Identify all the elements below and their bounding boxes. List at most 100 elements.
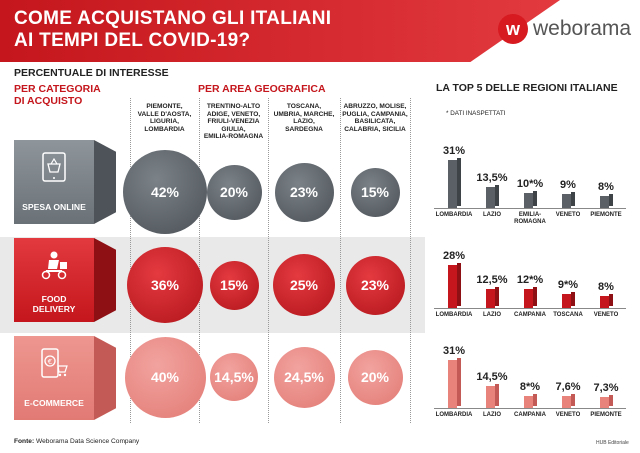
- bar-front: [562, 396, 571, 408]
- chart-bar: [448, 263, 461, 308]
- note-text: * DATI INASPETTATI: [446, 110, 506, 117]
- area-header-line: BASILICATA,: [354, 118, 396, 126]
- bar-value-label: 8*%: [519, 381, 541, 393]
- divider: [130, 98, 131, 423]
- bar-value-label: 13,5%: [476, 172, 508, 184]
- divider: [199, 98, 200, 423]
- per-categoria-heading: PER CATEGORIA DI ACQUISTO: [14, 83, 101, 107]
- percentage-bubble: 42%: [123, 150, 207, 234]
- chart-bar: [600, 294, 613, 308]
- category-label: FOOD DELIVERY: [14, 294, 94, 314]
- category-label-line: SPESA ONLINE: [22, 202, 86, 212]
- category-front: [14, 140, 94, 224]
- category-block: FOOD DELIVERY: [14, 238, 116, 322]
- bar-front: [486, 386, 495, 408]
- bar-value-label: 8%: [598, 181, 614, 193]
- title-line-2: AI TEMPI DEL COVID-19?: [14, 30, 251, 51]
- percentage-bubble: 15%: [209, 260, 259, 310]
- percentage-bubble: 36%: [127, 247, 203, 323]
- chart-bar: [600, 194, 613, 208]
- chart-bar: [486, 185, 499, 208]
- bar-front: [486, 187, 495, 208]
- area-header-line: VALLE D'AOSTA,: [137, 110, 192, 118]
- shopping-basket-icon: [40, 152, 68, 182]
- chart-baseline: [434, 208, 626, 209]
- area-header-line: PIEMONTE,: [146, 103, 183, 110]
- region-label: LAZIO: [483, 412, 501, 418]
- bar-side: [609, 395, 613, 406]
- bar-value-label: 31%: [442, 145, 466, 157]
- category-front: [14, 336, 94, 420]
- category-side: [94, 238, 116, 322]
- bar-value-label: 12*%: [516, 274, 544, 286]
- bar-front: [562, 294, 571, 308]
- area-header-line: CALABRIA, SICILIA: [344, 125, 406, 133]
- bar-value-label: 12,5%: [476, 274, 508, 286]
- logo-mark: w: [498, 14, 528, 44]
- region-label: LOMBARDIA: [435, 312, 473, 318]
- category-label-line: E-COMMERCE: [24, 398, 84, 408]
- category-label: E-COMMERCE: [14, 398, 94, 408]
- bar-value-label: 7,3%: [593, 382, 619, 394]
- chart-bar: [486, 287, 499, 308]
- area-header-line: PUGLIA, CAMPANIA,: [342, 110, 408, 118]
- chart-baseline: [434, 308, 626, 309]
- chart-bar: [524, 394, 537, 408]
- bar-side: [457, 158, 461, 206]
- bar-front: [448, 360, 457, 408]
- area-header-line: SARDEGNA: [285, 125, 323, 133]
- per-area-heading: PER AREA GEOGRAFICA: [198, 83, 326, 95]
- bar-side: [457, 358, 461, 406]
- category-block: SPESA ONLINE: [14, 140, 116, 224]
- delivery-scooter-icon: [40, 250, 68, 280]
- percentage-bubble: 15%: [350, 167, 400, 217]
- chart-bar: [562, 192, 575, 208]
- area-header-line: ADIGE, VENETO,: [206, 110, 261, 118]
- bar-value-label: 8%: [598, 281, 614, 293]
- percentage-bubble: 23%: [345, 255, 405, 315]
- percentage-bubble: 40%: [124, 336, 206, 418]
- area-header-line: UMBRIA, MARCHE,: [273, 110, 335, 118]
- bar-side: [495, 287, 499, 306]
- bar-front: [600, 397, 609, 408]
- area-header-line: LIGURIA,: [150, 118, 179, 126]
- bar-side: [533, 191, 537, 206]
- bar-side: [571, 192, 575, 206]
- category-label-line: DELIVERY: [32, 304, 76, 314]
- source-text: Weborama Data Science Company: [36, 438, 140, 445]
- category-side: [94, 140, 116, 224]
- category-label-line: FOOD: [41, 294, 67, 304]
- region-label: CAMPANIA: [514, 412, 546, 418]
- bar-side: [609, 294, 613, 306]
- top5-bar-chart: 31% LOMBARDIA 14,5% LAZIO 8*% CAMPANIA 7,6% VEN…: [434, 345, 626, 436]
- area-header: PIEMONTE, VALLE D'AOSTA, LIGURIA, LOMBARDIA: [130, 103, 199, 133]
- bar-value-label: 9*%: [557, 279, 579, 291]
- bar-value-label: 9%: [560, 179, 576, 191]
- logo-text: weborama: [533, 17, 632, 40]
- header: COME ACQUISTANO GLI ITALIANI AI TEMPI DE…: [0, 0, 640, 62]
- chart-bar: [562, 394, 575, 408]
- region-label: PIEMONTE: [590, 412, 622, 418]
- area-header-line: FRIULI-VENEZIA: [207, 118, 260, 126]
- area-header: TOSCANA, UMBRIA, MARCHE, LAZIO, SARDEGNA: [268, 103, 340, 133]
- chart-bar: [448, 158, 461, 208]
- chart-bar: [562, 292, 575, 308]
- divider: [410, 98, 411, 423]
- header-banner: [0, 0, 560, 62]
- area-header-line: EMILIA-ROMAGNA: [203, 133, 264, 141]
- region-label: EMILIA-ROMAGNA: [514, 212, 546, 225]
- chart-bar: [524, 191, 537, 208]
- percentage-bubble: 25%: [273, 254, 335, 316]
- region-label: TOSCANA: [553, 312, 583, 318]
- title-line-1: COME ACQUISTANO GLI ITALIANI: [14, 8, 332, 29]
- bar-front: [448, 265, 457, 308]
- area-header: ABRUZZO, MOLISE, PUGLIA, CAMPANIA, BASILIC…: [340, 103, 410, 133]
- bar-side: [571, 292, 575, 306]
- region-label: PIEMONTE: [590, 212, 622, 218]
- region-label: LOMBARDIA: [435, 412, 473, 418]
- percentage-bubble: 20%: [347, 349, 403, 405]
- bar-side: [533, 394, 537, 406]
- bar-front: [524, 289, 533, 308]
- shopping-cart-phone-icon: €: [40, 348, 68, 378]
- bar-front: [524, 396, 533, 408]
